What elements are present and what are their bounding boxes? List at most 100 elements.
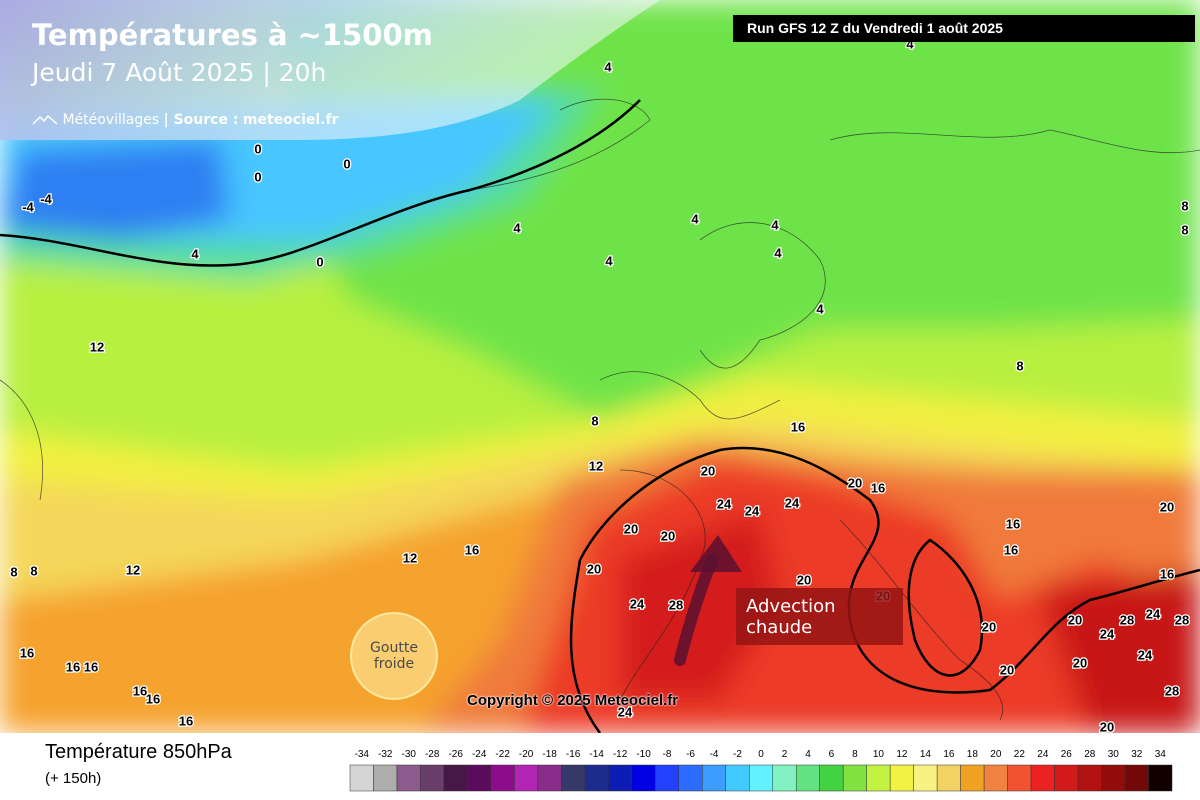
map-label: 20	[661, 528, 675, 543]
map-label: 16	[146, 691, 160, 706]
brand-line: Météovillages | Source : meteociel.fr	[32, 112, 338, 128]
scale-tick-label: -18	[542, 749, 557, 760]
scale-swatch	[678, 764, 703, 792]
advection-arrowhead	[690, 535, 742, 572]
map-label: 24	[717, 496, 732, 511]
scale-tick-label: 28	[1084, 749, 1096, 760]
scale-swatch	[490, 764, 515, 792]
map-label: 4	[774, 245, 782, 260]
scale-swatch	[936, 764, 961, 792]
map-label: 24	[785, 495, 800, 510]
map-label: 24	[630, 596, 645, 611]
map-label: 4	[513, 220, 521, 235]
scale-swatch	[772, 764, 797, 792]
map-label: 16	[871, 480, 885, 495]
map-label: 16	[791, 419, 805, 434]
map-label: 4	[605, 253, 613, 268]
map-label: 28	[669, 597, 683, 612]
map-label: 12	[403, 550, 417, 565]
map-label: -4	[40, 191, 52, 206]
scale-swatch	[1101, 764, 1126, 792]
map-label: 20	[797, 572, 811, 587]
map-label: 16	[1004, 542, 1018, 557]
source: meteociel.fr	[242, 112, 339, 128]
scale-tick-label: -14	[589, 749, 604, 760]
scale-swatch	[1148, 764, 1173, 792]
legend: -34 -32 -30 -28 -26 -24 -22 -20 -18 -16 -14 -12 -10-…	[0, 733, 1200, 800]
scale-swatch	[725, 764, 750, 792]
map-label: 0	[343, 156, 350, 171]
scale-tick-label: 2	[782, 749, 788, 760]
header-overlay	[0, 0, 660, 140]
scale-tick-label: -32	[378, 749, 393, 760]
scale-swatch	[866, 764, 891, 792]
scale-swatch	[373, 764, 398, 792]
scale-swatch	[842, 764, 867, 792]
map-label: 16	[465, 542, 479, 557]
scale-swatch	[561, 764, 586, 792]
scale-swatch	[420, 764, 445, 792]
title: Températures à ~1500m	[32, 18, 433, 52]
map-label: 16	[84, 659, 98, 674]
map-label: 0	[254, 141, 261, 156]
map-label: 20	[701, 463, 715, 478]
map-label: 4	[691, 211, 699, 226]
scale-tick-label: 6	[829, 749, 835, 760]
scale-swatch	[913, 764, 938, 792]
map-label: 8	[1181, 222, 1188, 237]
scale-swatch	[889, 764, 914, 792]
map-label: 20	[587, 561, 601, 576]
scale-swatch	[1007, 764, 1032, 792]
scale-tick-label: -30	[401, 749, 416, 760]
scale-swatch	[584, 764, 609, 792]
scale-swatch	[467, 764, 492, 792]
scale-tick-label: 32	[1131, 749, 1143, 760]
map-label: 8	[10, 564, 17, 579]
map-label: 0	[254, 169, 261, 184]
map-label: 28	[1175, 612, 1189, 627]
scale-tick-label: -6	[686, 749, 695, 760]
map-label: 20	[1068, 612, 1082, 627]
scale-swatch	[819, 764, 844, 792]
scale-swatch	[655, 764, 680, 792]
map-label: 20	[982, 619, 996, 634]
legend-lead-time: (+ 150h)	[45, 770, 102, 787]
map-label: 24	[1100, 626, 1115, 641]
brand: Météovillages	[62, 112, 160, 128]
scale-swatch	[983, 764, 1008, 792]
scale-tick-label: -26	[448, 749, 463, 760]
map-label: 12	[126, 562, 140, 577]
map-label: 4	[191, 246, 199, 261]
map-label: 16	[20, 645, 34, 660]
scale-tick-label: -22	[495, 749, 510, 760]
scale-swatch	[1077, 764, 1102, 792]
map-label: 4	[771, 217, 779, 232]
scale-tick-label: 4	[805, 749, 811, 760]
scale-swatch	[537, 764, 562, 792]
scale-swatch	[349, 764, 374, 792]
map-label: 12	[589, 458, 603, 473]
scale-tick-label: 10	[873, 749, 885, 760]
brand-logo	[32, 114, 58, 125]
scale-tick-label: -16	[566, 749, 581, 760]
scale-tick-label: -20	[519, 749, 534, 760]
scale-swatch	[795, 764, 820, 792]
map-label: 24	[1146, 606, 1161, 621]
map-label: 4	[604, 59, 612, 74]
scale-swatch	[443, 764, 468, 792]
legend-title: Température 850hPa	[45, 741, 232, 763]
scale-tick-label: 34	[1155, 749, 1167, 760]
copyright: Copyright © 2025 Meteociel.fr	[467, 692, 679, 709]
scale-tick-label: 18	[967, 749, 979, 760]
scale-tick-label: -24	[472, 749, 487, 760]
map-label: 28	[1120, 612, 1134, 627]
scale-swatch	[608, 764, 633, 792]
map-label: 24	[1138, 647, 1153, 662]
map-label: 0	[316, 254, 323, 269]
map-label: 12	[90, 339, 104, 354]
map-label: 16	[179, 713, 193, 728]
